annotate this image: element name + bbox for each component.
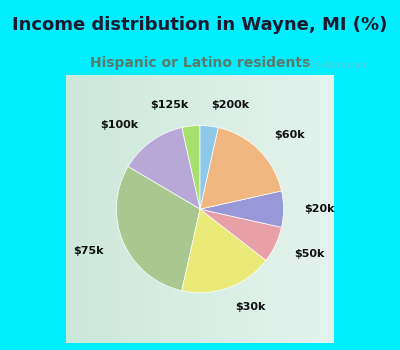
Text: Income distribution in Wayne, MI (%): Income distribution in Wayne, MI (%) <box>12 16 388 34</box>
Text: City-Data.com: City-Data.com <box>306 61 366 70</box>
Wedge shape <box>200 126 218 209</box>
Text: $125k: $125k <box>150 100 188 110</box>
Text: $75k: $75k <box>74 246 104 256</box>
Wedge shape <box>182 209 266 293</box>
Text: $30k: $30k <box>235 302 266 312</box>
Wedge shape <box>182 126 200 209</box>
Text: $60k: $60k <box>274 130 304 140</box>
Wedge shape <box>128 128 200 209</box>
Wedge shape <box>200 209 282 260</box>
Text: $100k: $100k <box>100 120 139 130</box>
Text: $50k: $50k <box>294 248 325 259</box>
Wedge shape <box>200 128 282 209</box>
Wedge shape <box>116 167 200 290</box>
Text: Hispanic or Latino residents: Hispanic or Latino residents <box>90 56 310 70</box>
Wedge shape <box>200 191 284 228</box>
Text: $200k: $200k <box>212 100 250 110</box>
Text: $20k: $20k <box>304 204 335 214</box>
